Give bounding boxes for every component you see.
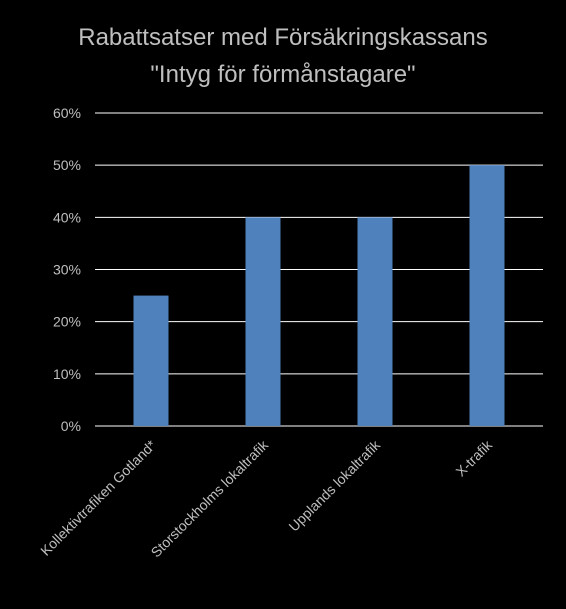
- x-category-label: Kollektivtrafiken Gotland*: [37, 436, 159, 558]
- y-axis-tick-labels: 0% 10% 20% 30% 40% 50% 60%: [53, 105, 81, 434]
- x-category-label: Upplands lokaltrafik: [285, 436, 383, 534]
- y-tick-label: 30%: [53, 262, 81, 278]
- y-tick-label: 50%: [53, 157, 81, 173]
- chart-title-line-2: "Intyg för förmånstagare": [150, 61, 415, 88]
- bars: [133, 165, 505, 426]
- x-category-label: X-trafik: [452, 436, 495, 479]
- y-tick-label: 20%: [53, 314, 81, 330]
- gridlines: [95, 112, 543, 427]
- y-tick-label: 10%: [53, 366, 81, 382]
- y-tick-label: 40%: [53, 209, 81, 225]
- x-axis-category-labels: Kollektivtrafiken Gotland*Storstockholms…: [37, 436, 496, 560]
- bar: [469, 165, 505, 426]
- bar: [133, 295, 169, 426]
- x-category-label: Storstockholms lokaltrafik: [148, 436, 272, 560]
- y-tick-label: 0%: [61, 418, 81, 434]
- bar: [245, 217, 281, 426]
- bar: [357, 217, 393, 426]
- chart-title-line-1: Rabattsatser med Försäkringskassans: [78, 24, 488, 51]
- y-tick-label: 60%: [53, 105, 81, 121]
